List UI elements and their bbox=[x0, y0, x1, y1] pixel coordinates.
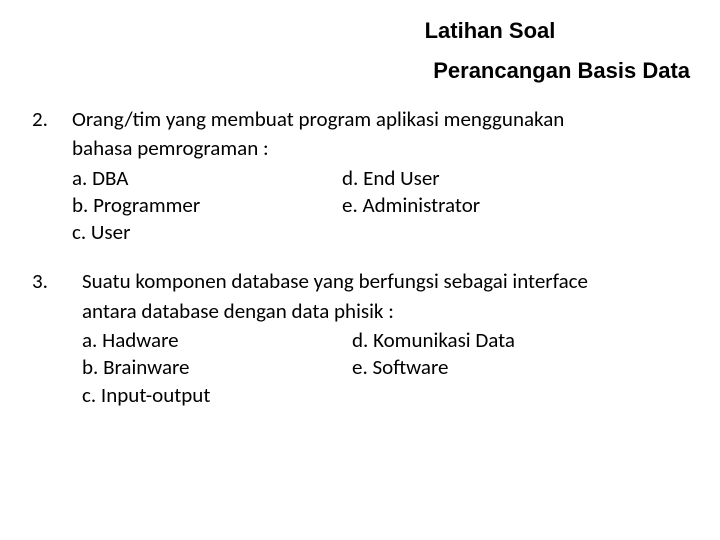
title-main: Latihan Soal bbox=[282, 18, 698, 44]
question-content: Orang/tim yang membuat program aplikasi … bbox=[72, 106, 698, 246]
option-a: a. DBA bbox=[72, 165, 342, 192]
option-b: b. Programmer bbox=[72, 192, 342, 219]
option-d: d. End User bbox=[342, 165, 698, 192]
question-block-3: 3. Suatu komponen database yang berfungs… bbox=[22, 268, 698, 408]
option-e: e. Software bbox=[352, 354, 698, 381]
option-e: e. Administrator bbox=[342, 192, 698, 219]
option-c: c. User bbox=[72, 219, 342, 246]
options-row: c. User bbox=[72, 219, 698, 246]
question-number: 2. bbox=[22, 106, 72, 246]
options-row: a. Hadware d. Komunikasi Data bbox=[82, 327, 698, 354]
question-text-line: bahasa pemrograman : bbox=[72, 135, 698, 162]
option-a: a. Hadware bbox=[82, 327, 352, 354]
option-c: c. Input-output bbox=[82, 382, 352, 409]
options-row: a. DBA d. End User bbox=[72, 165, 698, 192]
question-number: 3. bbox=[22, 268, 72, 408]
question-text-line: Suatu komponen database yang berfungsi s… bbox=[82, 268, 698, 295]
title-sub: Perancangan Basis Data bbox=[22, 58, 698, 84]
options-row: b. Programmer e. Administrator bbox=[72, 192, 698, 219]
question-text-line: Orang/tim yang membuat program aplikasi … bbox=[72, 106, 698, 133]
option-d: d. Komunikasi Data bbox=[352, 327, 698, 354]
options-row: b. Brainware e. Software bbox=[82, 354, 698, 381]
question-content: Suatu komponen database yang berfungsi s… bbox=[72, 268, 698, 408]
option-b: b. Brainware bbox=[82, 354, 352, 381]
question-block-2: 2. Orang/tim yang membuat program aplika… bbox=[22, 106, 698, 246]
question-text-line: antara database dengan data phisik : bbox=[82, 298, 698, 325]
options-row: c. Input-output bbox=[82, 382, 698, 409]
